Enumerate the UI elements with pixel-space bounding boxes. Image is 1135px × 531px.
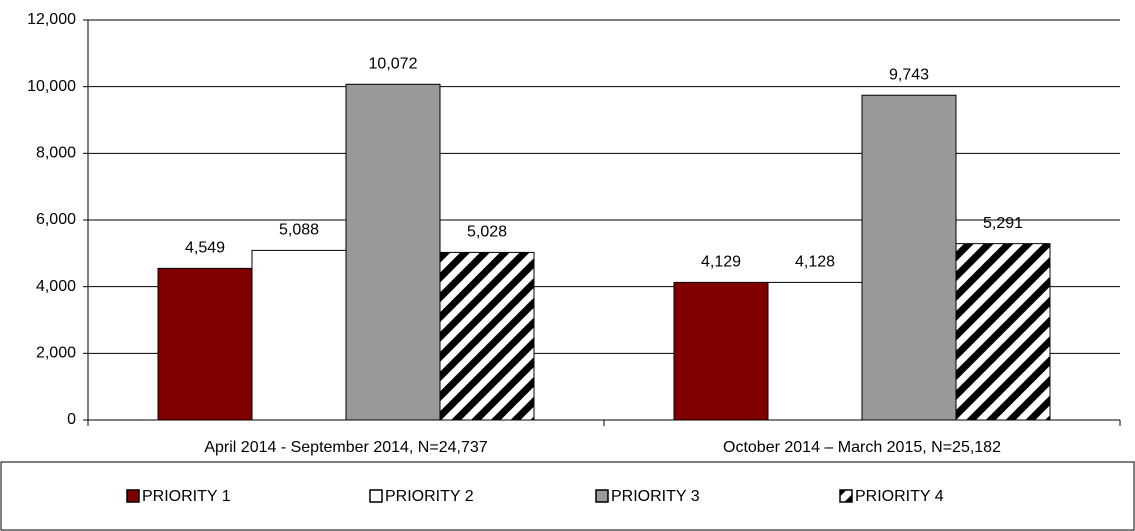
bar [251, 249, 347, 421]
data-label: 4,128 [795, 254, 835, 271]
y-tick-label: 4,000 [36, 278, 76, 295]
legend-label: PRIORITY 3 [611, 488, 700, 505]
y-tick-label: 12,000 [27, 11, 76, 28]
legend-swatch [595, 489, 609, 503]
y-tick-label: 2,000 [36, 345, 76, 362]
y-tick-label: 8,000 [36, 145, 76, 162]
data-label: 10,072 [369, 55, 418, 72]
legend-label: PRIORITY 1 [142, 488, 231, 505]
data-label: 9,743 [889, 66, 929, 83]
legend-box [0, 461, 1135, 531]
bar [673, 281, 769, 421]
bar [157, 267, 253, 421]
bar [439, 251, 535, 421]
data-label: 5,088 [279, 222, 319, 239]
legend-label: PRIORITY 4 [855, 488, 944, 505]
y-tick-label: 10,000 [27, 78, 76, 95]
legend-swatch [839, 489, 853, 503]
legend-swatch [126, 489, 140, 503]
data-label: 4,129 [701, 254, 741, 271]
bar [345, 83, 441, 421]
legend-label: PRIORITY 2 [385, 488, 474, 505]
data-label: 4,549 [185, 240, 225, 257]
data-label: 5,028 [467, 224, 507, 241]
x-tick-label: April 2014 - September 2014, N=24,737 [204, 439, 487, 456]
bar [861, 94, 957, 421]
y-tick-label: 0 [67, 411, 76, 428]
x-tick-label: October 2014 – March 2015, N=25,182 [723, 439, 1001, 456]
bar [767, 281, 863, 421]
y-tick-label: 6,000 [36, 211, 76, 228]
bar [955, 243, 1051, 421]
legend-swatch [369, 489, 383, 503]
data-label: 5,291 [983, 215, 1023, 232]
